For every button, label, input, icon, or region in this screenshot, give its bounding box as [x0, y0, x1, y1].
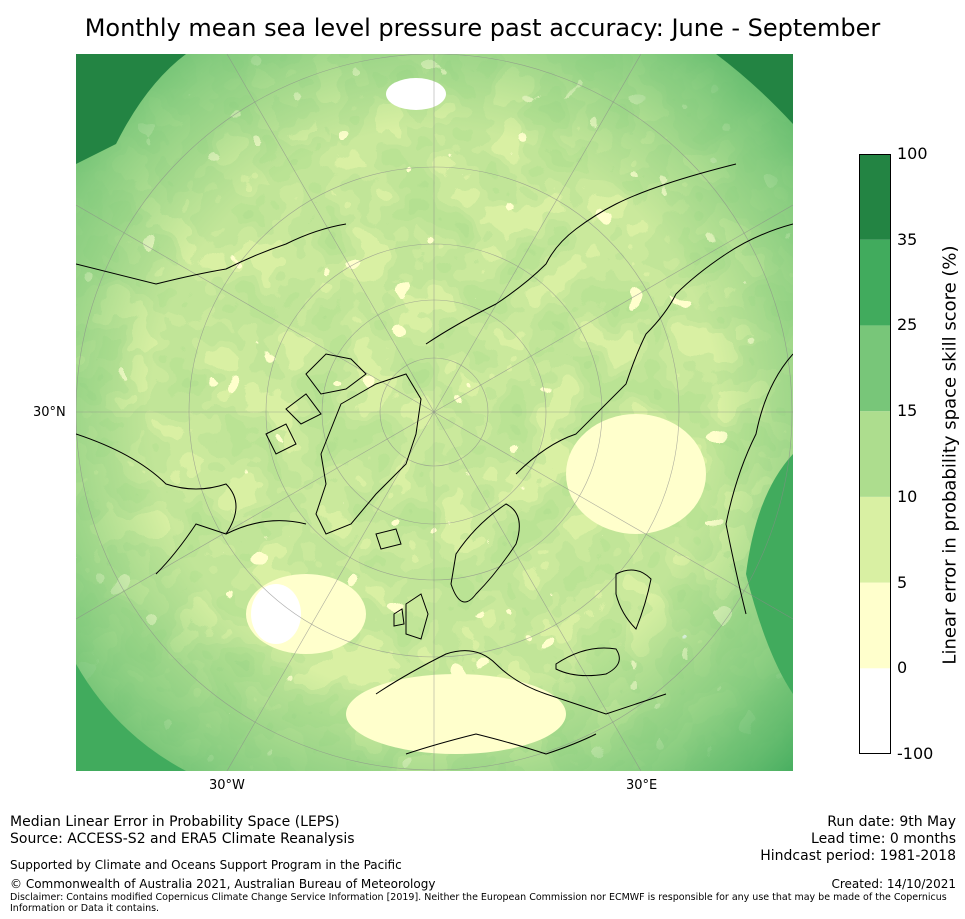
footer-disclaimer-line-2: Information or Data it contains.	[10, 903, 160, 914]
footer-copyright: © Commonwealth of Australia 2021, Austra…	[10, 877, 436, 891]
coast-scandinavia	[450, 503, 520, 603]
colorbar	[859, 154, 891, 754]
colorbar-tick-35: 35	[897, 229, 918, 249]
colorbar-tick-10: 10	[897, 486, 918, 506]
footer-disclaimer-line-1: Disclaimer: Contains modified Copernicus…	[10, 892, 947, 903]
footer-run-date: Run date: 9th May	[827, 814, 956, 830]
lon-label-30w: 30°W	[209, 778, 245, 793]
colorbar-tick-25: 25	[897, 315, 918, 335]
coastlines	[76, 163, 793, 755]
colorbar-border	[859, 154, 891, 754]
colorbar-bin-25-to-35	[859, 239, 891, 326]
colorbar-bin-0-to-5	[859, 582, 891, 669]
coast-europe	[375, 650, 667, 715]
coast-greenland	[315, 373, 422, 535]
polar-skill-map	[76, 54, 793, 771]
meridian-330	[433, 411, 642, 771]
graticule	[76, 54, 793, 771]
coast-iceland	[375, 528, 402, 550]
meridian-30	[226, 411, 435, 771]
lon-label-30e: 30°E	[626, 778, 658, 793]
patch-atlantic-none	[251, 584, 301, 644]
meridian-210	[433, 54, 642, 413]
colorbar-bin-35-to-100	[859, 154, 891, 240]
colorbar-bin-10-to-15	[859, 411, 891, 497]
lat-label-30n: 30°N	[33, 405, 66, 420]
coast-mediterranean	[405, 733, 597, 755]
coast-caspian	[615, 569, 652, 630]
coast-siberia	[425, 163, 737, 345]
colorbar-bin-15-to-25	[859, 325, 891, 412]
map-title: Monthly mean sea level pressure past acc…	[84, 14, 881, 42]
footer-support: Supported by Climate and Oceans Support …	[10, 858, 402, 872]
meridian-240	[433, 204, 793, 413]
patch-pole-none	[386, 78, 446, 110]
footer-source: Source: ACCESS-S2 and ERA5 Climate Reana…	[10, 831, 355, 847]
patch-europe-low	[346, 674, 566, 754]
coast-black-sea	[555, 647, 620, 677]
corner-bottom-left	[76, 664, 186, 771]
footer-left: Median Linear Error in Probability Space…	[10, 814, 355, 848]
colorbar-label: Linear error in probability space skill …	[939, 245, 961, 665]
patch-asia-low	[566, 414, 706, 534]
coast-alaska	[76, 223, 347, 285]
footer-hindcast: Hindcast period: 1981-2018	[760, 848, 956, 864]
coast-canadian-archipelago	[265, 353, 367, 455]
footer-created: Created: 14/10/2021	[831, 877, 956, 891]
colorbar-tick-100: 100	[897, 144, 928, 163]
meridian-150	[226, 54, 435, 413]
meridian-60	[76, 411, 435, 620]
colorbar-tick-0: 0	[897, 658, 908, 678]
corner-top-right	[716, 54, 793, 124]
colorbar-tick--100: -100	[897, 744, 934, 763]
colorbar-tick-5: 5	[897, 572, 908, 592]
corner-top-left	[76, 54, 186, 164]
coast-uk	[393, 593, 429, 640]
region-east-high	[746, 454, 793, 694]
footer-method: Median Linear Error in Probability Space…	[10, 814, 340, 830]
coast-north-america	[76, 433, 307, 575]
colorbar-tick-15: 15	[897, 401, 918, 421]
colorbar-bin--100-to-0	[859, 668, 891, 754]
footer-lead-time: Lead time: 0 months	[811, 831, 956, 847]
coast-russia-arctic	[515, 223, 793, 475]
colorbar-bin-5-to-10	[859, 496, 891, 583]
coast-east-asia	[725, 353, 793, 615]
footer-right: Run date: 9th May Lead time: 0 months Hi…	[760, 814, 956, 865]
meridian-120	[76, 204, 435, 413]
meridian-300	[433, 411, 793, 620]
